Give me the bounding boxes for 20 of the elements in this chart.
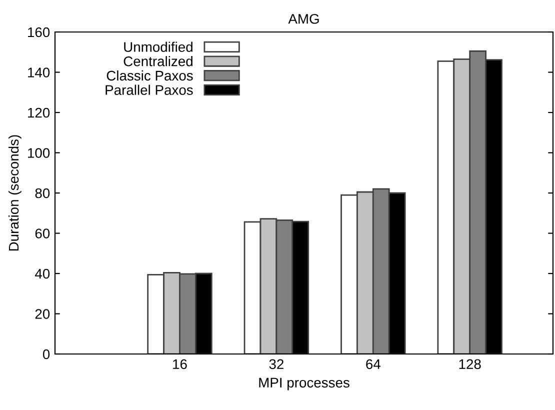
x-axis-title: MPI processes [259, 378, 350, 390]
x-tick-label: 16 [173, 359, 187, 370]
y-tick-label: 40 [35, 268, 50, 279]
y-tick-label: 100 [28, 148, 50, 158]
x-tick-label: 32 [269, 359, 284, 370]
chart-title: AMG [288, 14, 319, 24]
y-tick-label: 140 [28, 68, 50, 78]
legend-label: Parallel Paxos [106, 84, 193, 95]
legend-label: Unmodified [124, 42, 192, 52]
y-tick-label: 80 [35, 188, 50, 198]
x-tick-label: 64 [366, 359, 380, 370]
y-tick-label: 160 [28, 27, 50, 38]
y-tick-label: 60 [35, 228, 50, 238]
y-tick-label: 120 [28, 108, 50, 118]
x-tick-label: 128 [459, 359, 481, 370]
y-tick-label: 20 [35, 309, 50, 319]
y-tick-label: 0 [42, 349, 50, 360]
legend-label: Centralized [124, 56, 192, 66]
legend-label: Classic Paxos [106, 70, 193, 81]
y-axis-title: Duration (seconds) [8, 135, 22, 251]
